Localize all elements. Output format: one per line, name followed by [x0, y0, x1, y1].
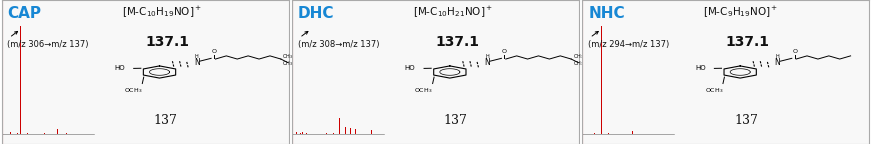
Text: 137.1: 137.1 — [436, 35, 480, 49]
Text: [M-C$_{10}$H$_{19}$NO]$^+$: [M-C$_{10}$H$_{19}$NO]$^+$ — [122, 4, 202, 19]
Text: 137: 137 — [734, 114, 758, 127]
Text: CH$_3$: CH$_3$ — [282, 52, 294, 61]
Text: 137.1: 137.1 — [145, 35, 189, 49]
Text: CH$_3$: CH$_3$ — [282, 59, 294, 68]
Text: CAP: CAP — [8, 6, 42, 21]
Text: [M-C$_{9}$H$_{19}$NO]$^+$: [M-C$_{9}$H$_{19}$NO]$^+$ — [703, 4, 778, 19]
Text: NHC: NHC — [588, 6, 625, 21]
Text: OCH$_3$: OCH$_3$ — [705, 86, 723, 95]
Text: (m/z 294→m/z 137): (m/z 294→m/z 137) — [588, 40, 670, 49]
Text: N: N — [484, 58, 490, 67]
Text: CH$_3$: CH$_3$ — [572, 59, 584, 68]
Text: 137: 137 — [443, 114, 468, 127]
Text: O: O — [793, 49, 797, 54]
Text: HO: HO — [405, 65, 415, 71]
Text: H: H — [195, 54, 199, 59]
Text: H: H — [775, 54, 780, 59]
Text: [M-C$_{10}$H$_{21}$NO]$^+$: [M-C$_{10}$H$_{21}$NO]$^+$ — [413, 4, 492, 19]
Text: H: H — [485, 54, 489, 59]
Text: 137: 137 — [153, 114, 177, 127]
Text: N: N — [774, 58, 780, 67]
Text: OCH$_3$: OCH$_3$ — [124, 86, 142, 95]
Text: O: O — [502, 49, 507, 54]
Text: (m/z 306→m/z 137): (m/z 306→m/z 137) — [8, 40, 89, 49]
Text: 137.1: 137.1 — [726, 35, 770, 49]
Text: DHC: DHC — [298, 6, 334, 21]
Text: CH$_3$: CH$_3$ — [572, 52, 584, 61]
Text: N: N — [194, 58, 199, 67]
Text: HO: HO — [114, 65, 125, 71]
Text: O: O — [212, 49, 217, 54]
Text: (m/z 308→m/z 137): (m/z 308→m/z 137) — [298, 40, 379, 49]
Text: OCH$_3$: OCH$_3$ — [415, 86, 433, 95]
Text: HO: HO — [695, 65, 706, 71]
